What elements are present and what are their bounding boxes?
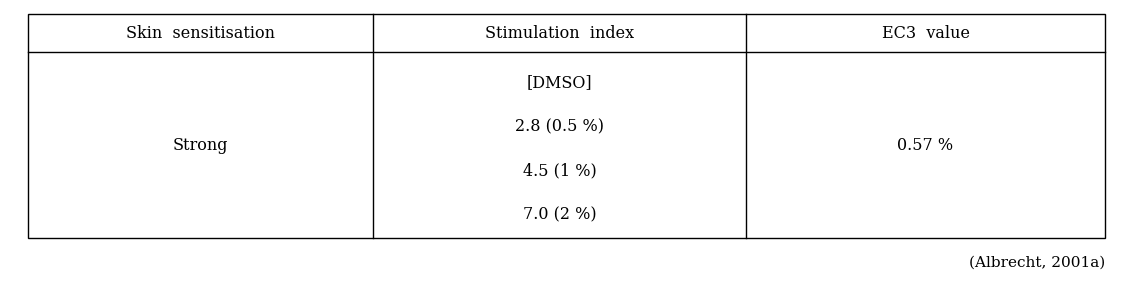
Text: [DMSO]: [DMSO]: [526, 74, 592, 91]
Text: Skin  sensitisation: Skin sensitisation: [126, 24, 276, 42]
Text: 0.57 %: 0.57 %: [897, 137, 954, 154]
Text: 4.5 (1 %): 4.5 (1 %): [523, 162, 596, 179]
Text: (Albrecht, 2001a): (Albrecht, 2001a): [968, 256, 1105, 270]
Text: Stimulation  index: Stimulation index: [485, 24, 634, 42]
Text: Strong: Strong: [172, 137, 228, 154]
Text: 7.0 (2 %): 7.0 (2 %): [523, 206, 596, 223]
Bar: [28, 14, 1105, 238]
Text: EC3  value: EC3 value: [881, 24, 970, 42]
Text: 2.8 (0.5 %): 2.8 (0.5 %): [515, 118, 604, 135]
